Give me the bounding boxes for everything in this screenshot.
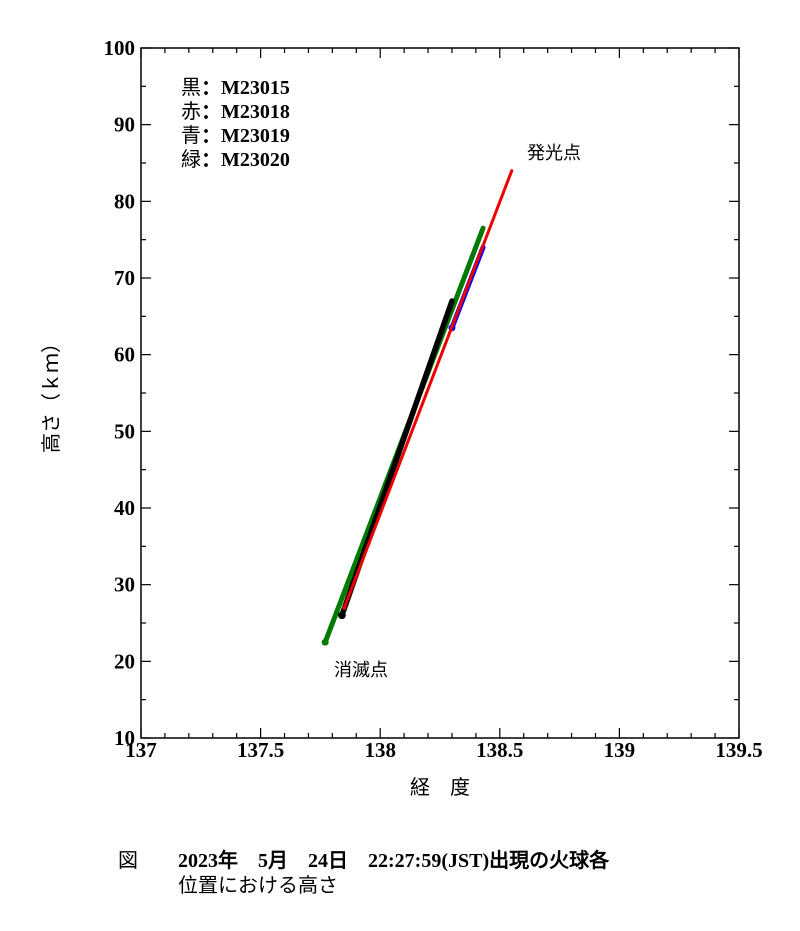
chart: 137 137.5 138 138.5 139 139.5 10 20 30 40 50 60 70 80… xyxy=(39,36,763,799)
series-layer xyxy=(321,169,514,646)
y-tick-label: 90 xyxy=(114,113,135,137)
legend-entry-red: 赤：M23018 xyxy=(181,99,290,123)
legend-entry-black: 黒：M23015 xyxy=(181,75,290,99)
caption-line-1: 図 2023年 5月 24日 22:27:59(JST)出現の火球各 xyxy=(118,848,609,873)
x-tick-label: 137 xyxy=(125,738,157,762)
y-tick-label: 20 xyxy=(114,649,135,673)
y-tick-label: 40 xyxy=(114,496,135,520)
legend: 黒：M23015 赤：M23018 青：M23019 緑：M23020 xyxy=(181,75,290,171)
y-tick-label: 50 xyxy=(114,419,135,443)
x-tick-label: 139 xyxy=(604,738,636,762)
series-end-point-m23015 xyxy=(338,611,346,620)
x-axis-label: 経 度 xyxy=(410,775,470,799)
annotation-end-point: 消滅点 xyxy=(334,660,388,681)
x-tick-label: 139.5 xyxy=(715,738,762,762)
figure-caption: 図 2023年 5月 24日 22:27:59(JST)出現の火球各 位置における… xyxy=(118,848,609,897)
x-tick-label: 138 xyxy=(364,738,396,762)
tick-labels: 137 137.5 138 138.5 139 139.5 10 20 30 40 50 60 70 80… xyxy=(104,36,763,762)
series-line-m23018 xyxy=(342,169,514,610)
x-tick-label: 138.5 xyxy=(476,738,523,762)
y-tick-label: 80 xyxy=(114,189,135,213)
legend-entry-green: 緑：M23020 xyxy=(181,147,290,171)
legend-entry-blue: 青：M23019 xyxy=(181,123,290,147)
y-tick-label: 70 xyxy=(114,266,135,290)
y-tick-label: 10 xyxy=(114,726,135,750)
y-tick-label: 60 xyxy=(114,343,135,367)
ticks xyxy=(140,47,740,739)
x-tick-label: 137.5 xyxy=(237,738,284,762)
y-axis-label: 高さ（ｋｍ） xyxy=(39,333,63,453)
figure-mark: 図 xyxy=(118,848,138,872)
series-end-point-m23020 xyxy=(321,638,329,646)
series-end-point-m23018 xyxy=(342,605,347,610)
y-tick-label: 100 xyxy=(104,36,136,60)
caption-text-1: 2023年 5月 24日 22:27:59(JST)出現の火球各 xyxy=(178,850,610,872)
annotation-start-point: 発光点 xyxy=(527,143,581,164)
caption-line-2: 位置における高さ xyxy=(178,873,338,897)
y-tick-label: 30 xyxy=(114,573,135,597)
